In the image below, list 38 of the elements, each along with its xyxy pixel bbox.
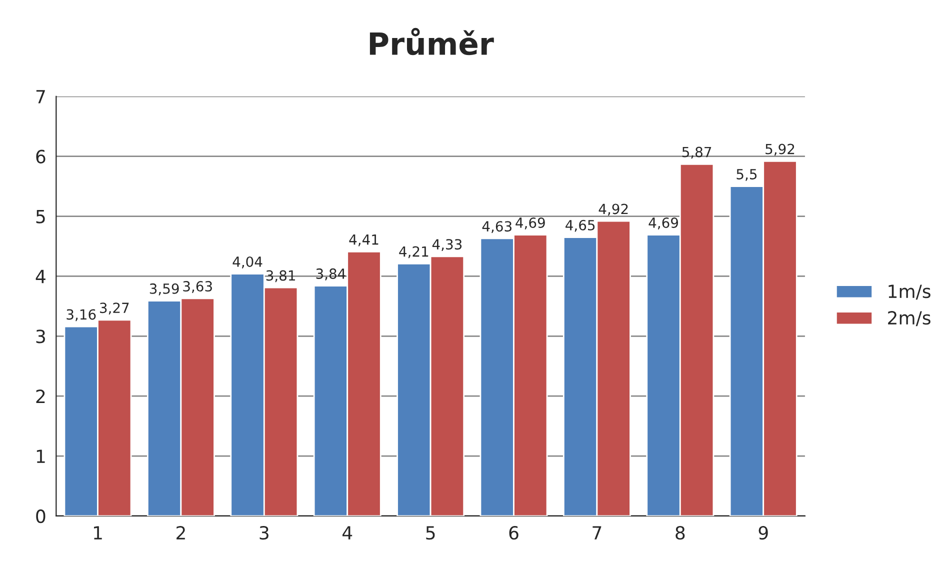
data-label: 4,92 xyxy=(598,204,628,216)
data-label: 3,27 xyxy=(100,302,129,315)
x-tick-label: 7 xyxy=(592,526,602,540)
data-label: 4,65 xyxy=(566,220,595,232)
data-label: 3,84 xyxy=(316,268,346,280)
data-label: 4,21 xyxy=(399,246,428,258)
data-label: 5,92 xyxy=(766,144,794,156)
data-label: 3,63 xyxy=(183,281,212,293)
data-label: 4,33 xyxy=(432,239,462,251)
y-tick-label: 0 xyxy=(36,509,46,524)
x-tick-label: 8 xyxy=(676,526,685,540)
y-tick-label: 5 xyxy=(36,210,45,224)
x-tick-label: 2 xyxy=(176,526,185,540)
x-tick-label: 5 xyxy=(426,526,435,540)
y-tick-label: 2 xyxy=(36,390,45,403)
data-label: 3,59 xyxy=(150,283,179,296)
chart-title: Průměr xyxy=(370,28,494,56)
y-tick-label: 4 xyxy=(36,270,46,284)
data-label: 3,81 xyxy=(266,270,295,282)
x-tick-label: 3 xyxy=(260,526,268,540)
x-tick-label: 4 xyxy=(342,526,352,540)
data-label: 4,41 xyxy=(349,234,378,246)
y-tick-label: 1 xyxy=(36,450,45,463)
data-label: 5,87 xyxy=(682,146,712,159)
legend-label: 2m/s xyxy=(888,311,930,326)
x-tick-label: 6 xyxy=(509,526,518,540)
data-label: 4,63 xyxy=(482,221,512,234)
x-tick-label: 1 xyxy=(94,526,102,540)
data-label: 4,04 xyxy=(232,256,262,268)
data-label: 4,69 xyxy=(516,217,545,230)
y-tick-label: 6 xyxy=(36,150,46,164)
y-tick-label: 7 xyxy=(36,90,45,104)
data-label: 5,5 xyxy=(736,169,757,181)
y-tick-label: 3 xyxy=(36,330,45,344)
data-label: 4,69 xyxy=(648,217,678,230)
legend-label: 1m/s xyxy=(888,284,930,300)
x-tick-label: 9 xyxy=(758,526,768,540)
data-label: 3,16 xyxy=(66,309,96,322)
